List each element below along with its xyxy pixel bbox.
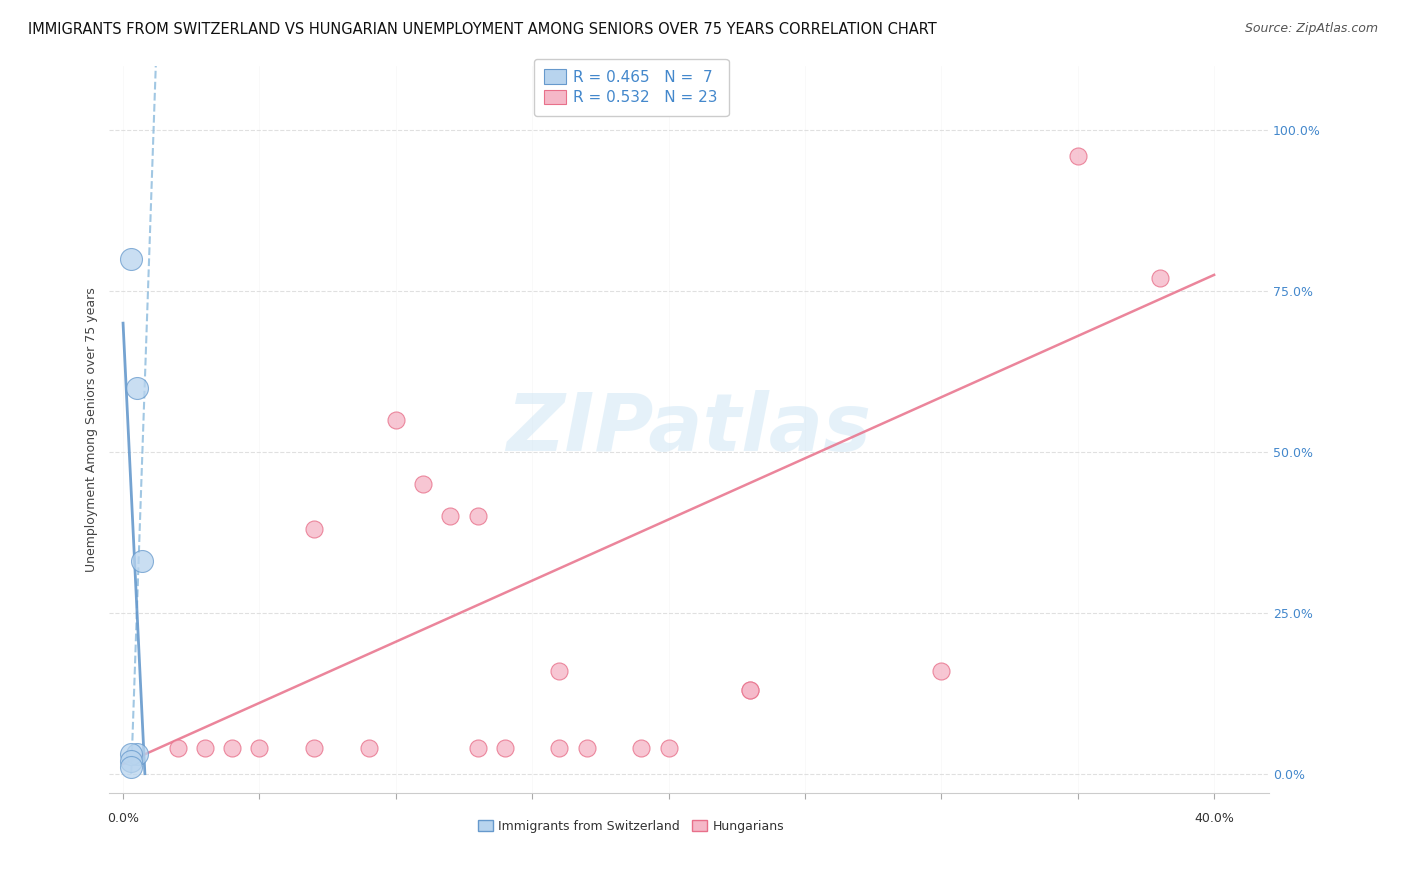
Point [412, 477, 434, 491]
Point [1067, 149, 1090, 163]
Text: ZIPatlas: ZIPatlas [506, 391, 872, 468]
Point [630, 741, 652, 756]
Point [494, 741, 516, 756]
Point [658, 741, 681, 756]
Point [120, 747, 142, 762]
Point [120, 760, 142, 774]
Point [120, 252, 142, 266]
Text: Source: ZipAtlas.com: Source: ZipAtlas.com [1244, 22, 1378, 36]
Point [931, 664, 953, 678]
Text: 40.0%: 40.0% [1194, 812, 1234, 825]
Point [548, 664, 571, 678]
Point [1149, 271, 1171, 285]
Point [467, 741, 489, 756]
Point [221, 741, 243, 756]
Point [166, 741, 188, 756]
Legend: R = 0.465   N =  7, R = 0.532   N = 23: R = 0.465 N = 7, R = 0.532 N = 23 [534, 59, 728, 116]
Text: 0.0%: 0.0% [107, 812, 139, 825]
Point [302, 522, 325, 536]
Point [439, 509, 461, 524]
Point [125, 747, 148, 762]
Point [120, 754, 142, 768]
Point [194, 741, 217, 756]
Point [357, 741, 380, 756]
Point [740, 683, 762, 698]
Y-axis label: Unemployment Among Seniors over 75 years: Unemployment Among Seniors over 75 years [86, 287, 98, 572]
Point [302, 741, 325, 756]
Point [131, 554, 153, 568]
Point [125, 380, 148, 394]
Text: IMMIGRANTS FROM SWITZERLAND VS HUNGARIAN UNEMPLOYMENT AMONG SENIORS OVER 75 YEAR: IMMIGRANTS FROM SWITZERLAND VS HUNGARIAN… [28, 22, 936, 37]
Point [740, 683, 762, 698]
Point [467, 509, 489, 524]
Point [385, 413, 408, 427]
Point [548, 741, 571, 756]
Point [249, 741, 271, 756]
Point [575, 741, 598, 756]
